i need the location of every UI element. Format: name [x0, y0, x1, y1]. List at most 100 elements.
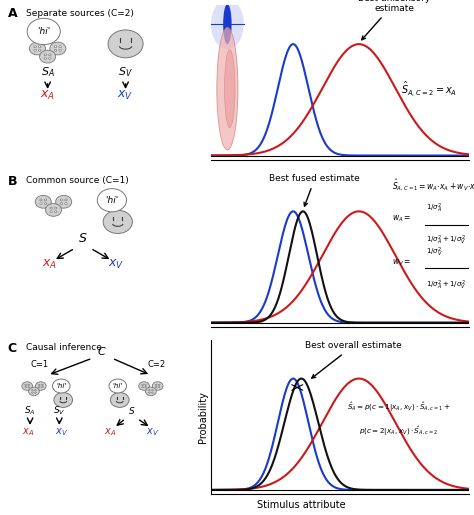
Circle shape — [148, 390, 150, 391]
Circle shape — [103, 210, 132, 233]
Ellipse shape — [211, 0, 244, 49]
Circle shape — [158, 384, 160, 385]
Text: $S$: $S$ — [128, 405, 135, 416]
Circle shape — [38, 46, 41, 47]
Text: $w_A=$: $w_A=$ — [392, 213, 411, 224]
Circle shape — [145, 384, 146, 385]
Text: Stimulus attribute: Stimulus attribute — [257, 501, 346, 510]
Text: C=2: C=2 — [148, 360, 166, 369]
Circle shape — [155, 387, 157, 388]
Circle shape — [142, 384, 143, 385]
Text: $S_V$: $S_V$ — [118, 65, 133, 79]
Circle shape — [55, 211, 57, 213]
Y-axis label: Probability: Probability — [198, 391, 208, 443]
Text: Separate sources (C=2): Separate sources (C=2) — [26, 9, 134, 18]
Circle shape — [35, 390, 36, 391]
Circle shape — [50, 42, 66, 55]
Circle shape — [148, 392, 150, 393]
Circle shape — [45, 203, 46, 204]
Text: Best overall estimate: Best overall estimate — [305, 341, 401, 378]
Text: $1/\sigma_A^2 + 1/\sigma_V^2$: $1/\sigma_A^2 + 1/\sigma_V^2$ — [426, 234, 466, 247]
Text: 'hi': 'hi' — [37, 27, 50, 36]
Text: $x_A$: $x_A$ — [42, 258, 57, 271]
Circle shape — [55, 195, 72, 208]
Text: $x_A$: $x_A$ — [22, 426, 34, 438]
Circle shape — [44, 58, 46, 59]
Text: 'hi': 'hi' — [56, 383, 66, 389]
Circle shape — [34, 49, 36, 51]
Text: B: B — [8, 175, 17, 187]
Text: $\hat{S}_{A,C=1} = w_A{\cdot}x_A + w_V{\cdot}x_V$: $\hat{S}_{A,C=1} = w_A{\cdot}x_A + w_V{\… — [392, 177, 474, 193]
Circle shape — [109, 379, 127, 393]
Text: $x_A$: $x_A$ — [104, 426, 116, 438]
Circle shape — [139, 382, 149, 390]
Text: $S_A$: $S_A$ — [24, 405, 36, 417]
Circle shape — [145, 387, 146, 388]
Circle shape — [158, 387, 160, 388]
Circle shape — [152, 392, 153, 393]
Circle shape — [155, 384, 157, 385]
Text: Best unisensory
estimate: Best unisensory estimate — [358, 0, 430, 40]
Circle shape — [35, 195, 51, 208]
Circle shape — [28, 387, 29, 388]
Text: 'hi': 'hi' — [113, 383, 123, 389]
Circle shape — [50, 207, 52, 209]
Circle shape — [97, 188, 127, 212]
Circle shape — [25, 384, 27, 385]
Circle shape — [29, 42, 46, 55]
Circle shape — [50, 211, 52, 213]
Text: $x_V$: $x_V$ — [108, 258, 124, 271]
Circle shape — [46, 203, 62, 216]
Circle shape — [60, 203, 63, 204]
Text: $C$: $C$ — [97, 345, 107, 357]
Circle shape — [40, 199, 42, 201]
Circle shape — [54, 392, 73, 407]
Text: Causal inference: Causal inference — [26, 344, 102, 352]
Circle shape — [49, 58, 51, 59]
Circle shape — [32, 392, 33, 393]
Circle shape — [142, 387, 143, 388]
Circle shape — [35, 392, 36, 393]
Text: $S_A$: $S_A$ — [41, 65, 55, 79]
Text: $w_V=$: $w_V=$ — [392, 258, 411, 268]
Text: $x_V$: $x_V$ — [55, 426, 68, 438]
Circle shape — [108, 30, 143, 58]
Circle shape — [28, 384, 29, 385]
Circle shape — [40, 203, 42, 204]
Circle shape — [55, 46, 57, 47]
Circle shape — [49, 54, 51, 56]
Circle shape — [42, 387, 43, 388]
Circle shape — [38, 49, 41, 51]
Circle shape — [34, 46, 36, 47]
Text: $x_V$: $x_V$ — [118, 89, 134, 102]
Circle shape — [45, 199, 46, 201]
Circle shape — [42, 384, 43, 385]
Text: $x_V$: $x_V$ — [146, 426, 159, 438]
Circle shape — [110, 392, 129, 407]
Circle shape — [36, 382, 46, 390]
Circle shape — [223, 4, 232, 44]
Circle shape — [32, 390, 33, 391]
Text: $S_V$: $S_V$ — [53, 405, 65, 417]
Text: Best fused estimate: Best fused estimate — [269, 174, 360, 206]
Circle shape — [38, 384, 40, 385]
Circle shape — [59, 49, 61, 51]
Circle shape — [44, 54, 46, 56]
Circle shape — [28, 387, 39, 396]
Text: Common source (C=1): Common source (C=1) — [26, 176, 129, 185]
Circle shape — [27, 19, 60, 45]
Text: $x_A$: $x_A$ — [40, 89, 55, 102]
Circle shape — [59, 46, 61, 47]
Text: C: C — [8, 342, 17, 355]
Circle shape — [39, 50, 55, 63]
Text: $S$: $S$ — [78, 232, 88, 245]
Text: $p(c=2|x_A,x_V) \cdot \hat{S}_{A,c=2}$: $p(c=2|x_A,x_V) \cdot \hat{S}_{A,c=2}$ — [359, 425, 438, 438]
Circle shape — [152, 382, 163, 390]
Text: 'hi': 'hi' — [105, 196, 118, 205]
Circle shape — [25, 387, 27, 388]
Circle shape — [146, 387, 156, 396]
Text: $1/\sigma_A^2 + 1/\sigma_V^2$: $1/\sigma_A^2 + 1/\sigma_V^2$ — [426, 278, 466, 291]
Circle shape — [55, 207, 57, 209]
Circle shape — [65, 203, 67, 204]
Text: A: A — [8, 8, 17, 21]
